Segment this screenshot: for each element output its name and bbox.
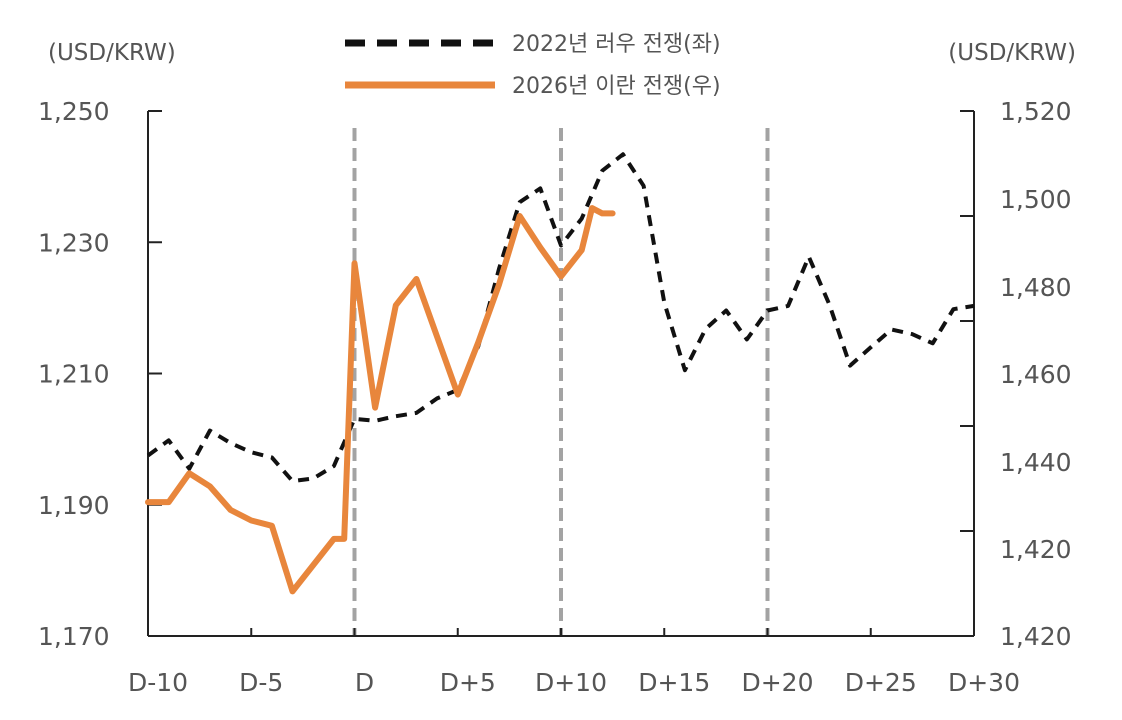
x-tick-label: D-5 (239, 668, 283, 697)
x-tick-label: D+20 (741, 668, 813, 697)
x-tick-label: D+10 (535, 668, 607, 697)
series-line-2022 (146, 152, 975, 484)
left-tick-label: 1,230 (38, 228, 110, 257)
right-tick-label: 1,440 (1000, 448, 1072, 477)
x-tick-label: D+25 (845, 668, 917, 697)
left-axis-unit: (USD/KRW) (48, 40, 176, 66)
right-tick-label: 1,420 (1000, 535, 1072, 564)
right-tick-label: 1,480 (1000, 273, 1072, 302)
x-tick-label: D-10 (128, 668, 188, 697)
left-tick-label: 1,250 (38, 97, 110, 126)
axis-ticks: 1,170 1,190 1,210 1,230 1,250 1,420 1,420 1,440… (38, 97, 1072, 697)
series-lines (145, 152, 975, 595)
series-line-2026 (145, 205, 616, 595)
right-tick-label: 1,500 (1000, 185, 1072, 214)
x-tick-label: D+15 (638, 668, 710, 697)
legend-label-2026: 2026년 이란 전쟁(우) (512, 74, 721, 99)
right-axis-unit: (USD/KRW) (948, 40, 1076, 66)
x-tick-label: D+5 (440, 668, 496, 697)
x-tick-label: D+30 (948, 668, 1020, 697)
right-tick-label: 1,420 (1000, 622, 1072, 651)
legend: 2022년 러우 전쟁(좌) 2026년 이란 전쟁(우) (345, 32, 721, 99)
x-tick-label: D (355, 668, 374, 697)
legend-label-2022: 2022년 러우 전쟁(좌) (512, 32, 721, 57)
left-tick-label: 1,170 (38, 622, 110, 651)
right-tick-label: 1,520 (1000, 97, 1072, 126)
left-tick-label: 1,190 (38, 491, 110, 520)
event-markers (352, 128, 770, 636)
left-tick-label: 1,210 (38, 360, 110, 389)
right-tick-label: 1,460 (1000, 360, 1072, 389)
